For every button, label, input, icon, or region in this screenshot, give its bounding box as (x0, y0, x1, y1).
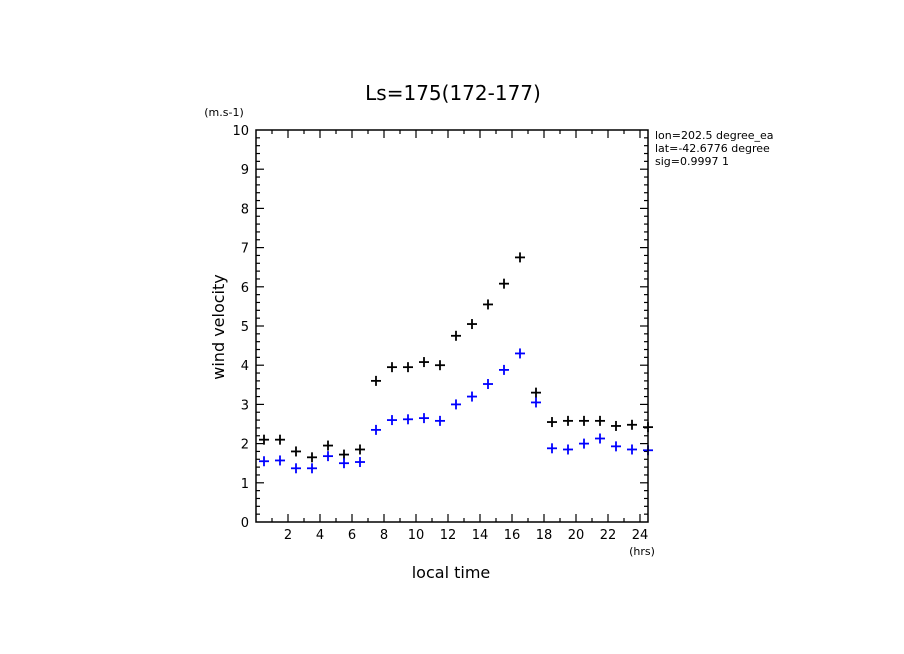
y-tick-label: 4 (241, 359, 249, 374)
info-line: lon=202.5 degree_ea (655, 129, 774, 142)
data-point-series-1 (611, 420, 621, 431)
x-tick-label: 14 (472, 528, 489, 543)
data-point-series-1 (563, 415, 573, 426)
data-point-series-1 (403, 362, 413, 373)
data-point-series-2 (259, 456, 269, 467)
axis-ticks (256, 130, 648, 522)
y-tick-label: 10 (232, 124, 249, 139)
data-point-series-2 (467, 391, 477, 402)
x-tick-label: 6 (348, 528, 356, 543)
data-point-series-2 (419, 413, 429, 424)
data-point-series-2 (355, 457, 365, 468)
data-point-series-2 (627, 444, 637, 455)
chart-title: Ls=175(172-177) (365, 81, 541, 105)
x-tick-label: 22 (600, 528, 617, 543)
data-point-series-2 (595, 433, 605, 444)
y-tick-label: 0 (241, 516, 249, 531)
y-axis-unit: (m.s-1) (204, 106, 244, 119)
x-axis-unit: (hrs) (629, 545, 655, 558)
data-point-series-2 (387, 415, 397, 426)
x-tick-label: 16 (504, 528, 521, 543)
data-point-series-1 (451, 330, 461, 341)
data-point-series-2 (371, 424, 381, 435)
data-point-series-2 (499, 364, 509, 375)
data-point-series-1 (323, 440, 333, 451)
data-point-series-1 (499, 278, 509, 289)
y-tick-label: 5 (241, 320, 249, 335)
data-point-series-2 (451, 399, 461, 410)
x-axis-title: local time (412, 563, 491, 582)
y-tick-label: 3 (241, 398, 249, 413)
data-point-series-2 (291, 463, 301, 474)
data-point-series-1 (387, 362, 397, 373)
data-point-series-1 (467, 319, 477, 330)
data-point-series-2 (339, 458, 349, 469)
plot-frame (255, 129, 649, 523)
data-markers (259, 252, 653, 474)
data-point-series-1 (339, 449, 349, 460)
y-tick-label: 7 (241, 242, 249, 257)
data-point-series-2 (579, 438, 589, 449)
data-point-series-2 (403, 414, 413, 425)
data-point-series-2 (531, 397, 541, 408)
data-point-series-2 (307, 463, 317, 474)
info-line: sig=0.9997 1 (655, 155, 729, 168)
data-point-series-2 (275, 455, 285, 466)
x-tick-label: 20 (568, 528, 585, 543)
data-point-series-1 (595, 415, 605, 426)
data-point-series-2 (547, 443, 557, 454)
x-tick-label: 18 (536, 528, 553, 543)
y-tick-label: 8 (241, 202, 249, 217)
data-point-series-2 (515, 348, 525, 359)
data-point-series-1 (579, 415, 589, 426)
data-point-series-1 (435, 360, 445, 371)
data-point-series-2 (435, 415, 445, 426)
data-point-series-1 (419, 357, 429, 368)
info-line: lat=-42.6776 degree (655, 142, 770, 155)
x-tick-label: 10 (408, 528, 425, 543)
data-point-series-1 (483, 299, 493, 310)
data-point-series-1 (547, 417, 557, 428)
data-point-series-2 (611, 441, 621, 452)
data-point-series-2 (323, 451, 333, 462)
data-point-series-1 (355, 444, 365, 455)
y-tick-label: 1 (241, 477, 249, 492)
x-tick-label: 24 (632, 528, 649, 543)
data-point-series-1 (259, 434, 269, 445)
data-point-series-2 (563, 444, 573, 455)
data-point-series-1 (275, 434, 285, 445)
x-tick-label: 12 (440, 528, 457, 543)
y-axis-title: wind velocity (209, 274, 228, 379)
y-tick-label: 6 (241, 281, 249, 296)
y-tick-label: 2 (241, 438, 249, 453)
data-point-series-1 (307, 452, 317, 463)
data-point-series-1 (371, 375, 381, 386)
x-tick-label: 2 (284, 528, 292, 543)
data-point-series-1 (515, 252, 525, 263)
data-point-series-1 (291, 446, 301, 457)
y-tick-label: 9 (241, 163, 249, 178)
data-point-series-2 (483, 379, 493, 390)
x-tick-label: 4 (316, 528, 324, 543)
data-point-series-1 (627, 419, 637, 430)
x-tick-label: 8 (380, 528, 388, 543)
data-point-series-1 (531, 387, 541, 398)
